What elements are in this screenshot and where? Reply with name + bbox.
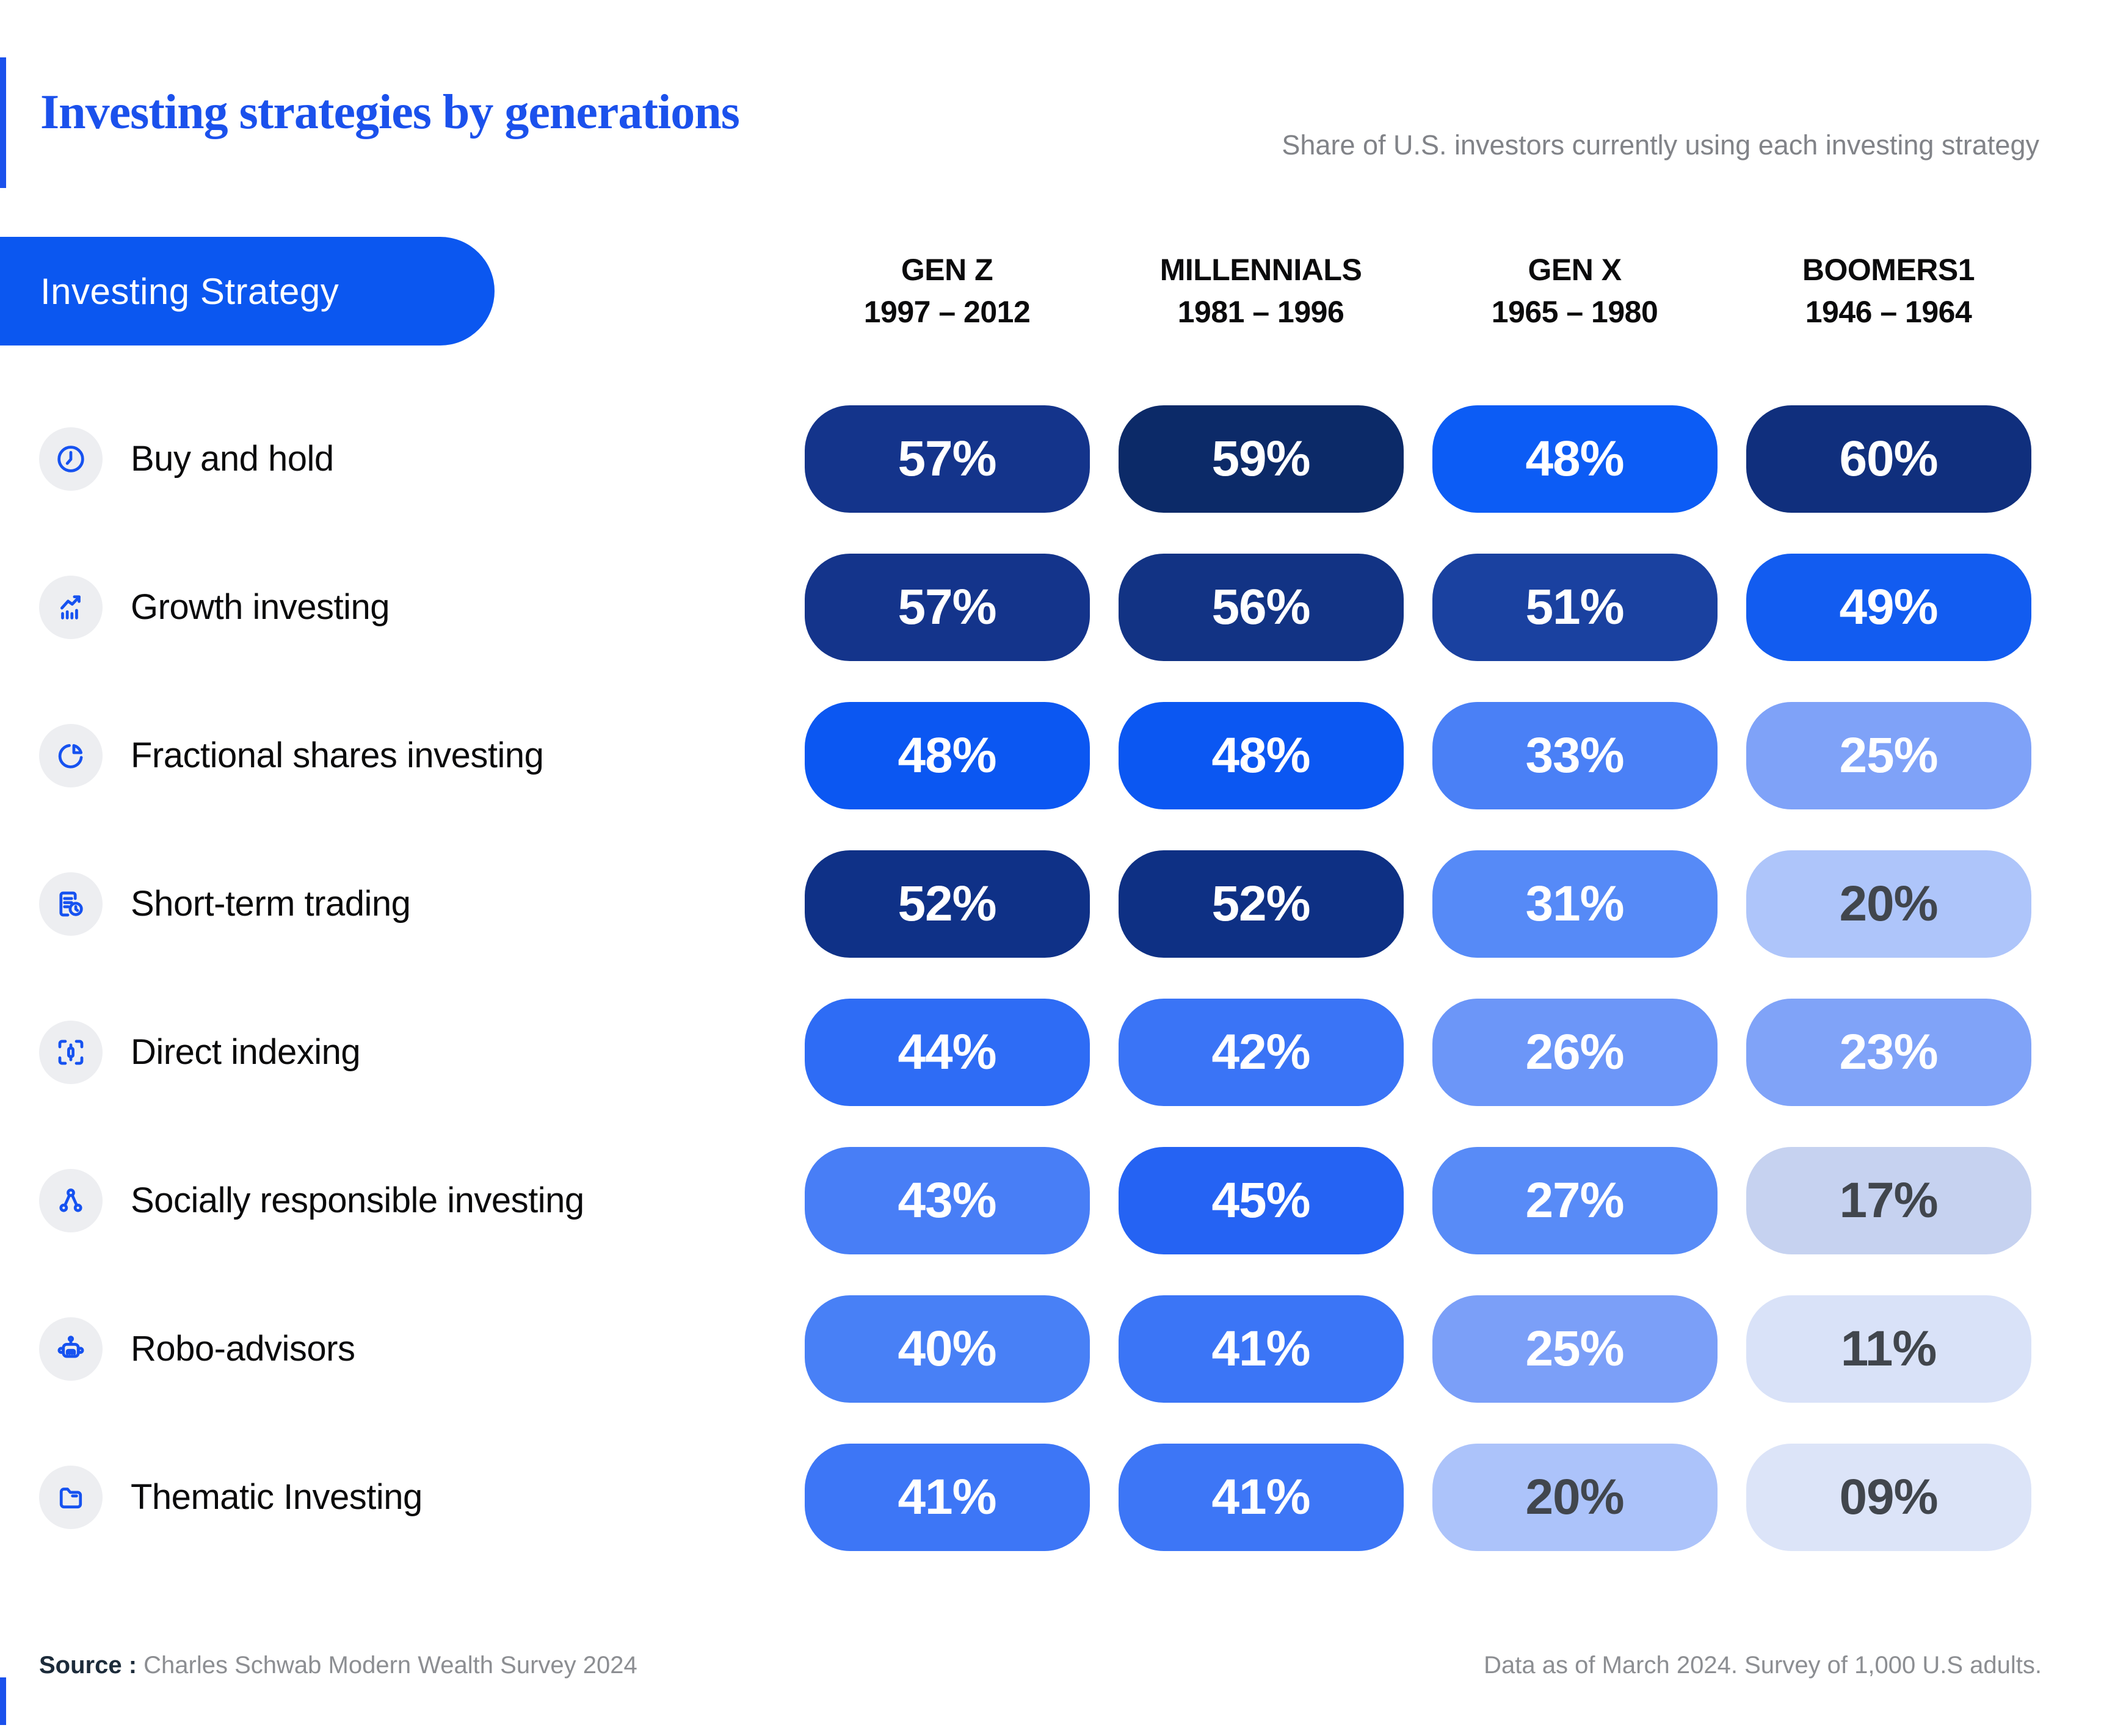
value-pill: 60% [1746, 405, 2031, 513]
robot-icon [39, 1317, 103, 1381]
table-body: Buy and hold 57% 59% 48% 60% Growth inve… [0, 385, 2045, 1571]
column-header-genx: GEN X 1965 – 1980 [1418, 249, 1732, 333]
pie-chart-icon [39, 723, 103, 787]
table-row: Robo-advisors 40% 41% 25% 11% [0, 1275, 2045, 1423]
value-pill: 20% [1432, 1443, 1718, 1551]
value-pill: 33% [1432, 701, 1718, 809]
network-nodes-icon [39, 1168, 103, 1232]
value-pill: 49% [1746, 553, 2031, 661]
page-subtitle: Share of U.S. investors currently using … [1282, 129, 2039, 161]
strategy-label: Fractional shares investing [131, 736, 544, 775]
generation-years: 1997 – 2012 [863, 295, 1031, 329]
value-pill: 40% [804, 1295, 1090, 1403]
source-line: Source : Charles Schwab Modern Wealth Su… [39, 1652, 637, 1679]
column-header-millennials: MILLENNIALS 1981 – 1996 [1104, 249, 1418, 333]
table-row: Growth investing 57% 56% 51% 49% [0, 533, 2045, 681]
value-pill: 17% [1746, 1146, 2031, 1254]
value-pill: 31% [1432, 850, 1718, 958]
table-row: Socially responsible investing 43% 45% 2… [0, 1126, 2045, 1275]
table-row: Direct indexing 44% 42% 26% 23% [0, 978, 2045, 1126]
table-row: Thematic Investing 41% 41% 20% 09% [0, 1423, 2045, 1571]
value-pill: 51% [1432, 553, 1718, 661]
table-row: Short-term trading 52% 52% 31% 20% [0, 830, 2045, 978]
value-pill: 48% [804, 701, 1090, 809]
generation-name: GEN Z [901, 253, 993, 287]
footer-accent-bar [0, 1677, 6, 1725]
strategy-table: Investing Strategy GEN Z 1997 – 2012 MIL… [0, 237, 2045, 1571]
folder-icon [39, 1465, 103, 1529]
data-note: Data as of March 2024. Survey of 1,000 U… [1484, 1652, 2042, 1679]
value-pill: 25% [1432, 1295, 1718, 1403]
strategy-label: Socially responsible investing [131, 1181, 584, 1220]
document-clock-icon [39, 872, 103, 936]
strategy-label: Buy and hold [131, 439, 334, 479]
value-pill: 27% [1432, 1146, 1718, 1254]
table-header-row: Investing Strategy GEN Z 1997 – 2012 MIL… [0, 237, 2045, 345]
value-pill: 43% [804, 1146, 1090, 1254]
clock-icon [39, 427, 103, 491]
strategy-label: Thematic Investing [131, 1477, 423, 1517]
title-accent-bar [0, 57, 6, 188]
value-pill: 41% [1118, 1443, 1404, 1551]
table-row: Buy and hold 57% 59% 48% 60% [0, 385, 2045, 533]
scan-candlestick-icon [39, 1020, 103, 1084]
source-text: Charles Schwab Modern Wealth Survey 2024 [143, 1652, 637, 1679]
value-pill: 41% [804, 1443, 1090, 1551]
growth-chart-icon [39, 575, 103, 639]
value-pill: 48% [1432, 405, 1718, 513]
value-pill: 57% [804, 553, 1090, 661]
value-pill: 09% [1746, 1443, 2031, 1551]
value-pill: 42% [1118, 998, 1404, 1106]
column-header-genz: GEN Z 1997 – 2012 [790, 249, 1104, 333]
value-pill: 25% [1746, 701, 2031, 809]
strategy-label: Robo-advisors [131, 1329, 355, 1369]
strategy-label: Short-term trading [131, 884, 411, 924]
source-label: Source : [39, 1652, 137, 1679]
strategy-label: Growth investing [131, 587, 390, 627]
generation-name: MILLENNIALS [1159, 253, 1362, 287]
generation-name: BOOMERS1 [1802, 253, 1975, 287]
generation-years: 1965 – 1980 [1491, 295, 1658, 329]
value-pill: 56% [1118, 553, 1404, 661]
generation-years: 1981 – 1996 [1177, 295, 1344, 329]
column-header-boomers: BOOMERS1 1946 – 1964 [1732, 249, 2045, 333]
value-pill: 20% [1746, 850, 2031, 958]
value-pill: 23% [1746, 998, 2031, 1106]
value-pill: 41% [1118, 1295, 1404, 1403]
strategy-header-pill: Investing Strategy [0, 237, 495, 345]
value-pill: 52% [1118, 850, 1404, 958]
generation-years: 1946 – 1964 [1805, 295, 1972, 329]
value-pill: 59% [1118, 405, 1404, 513]
value-pill: 45% [1118, 1146, 1404, 1254]
value-pill: 26% [1432, 998, 1718, 1106]
table-row: Fractional shares investing 48% 48% 33% … [0, 681, 2045, 830]
value-pill: 44% [804, 998, 1090, 1106]
generation-name: GEN X [1528, 253, 1622, 287]
value-pill: 48% [1118, 701, 1404, 809]
value-pill: 52% [804, 850, 1090, 958]
value-pill: 57% [804, 405, 1090, 513]
page-title: Investing strategies by generations [40, 85, 740, 139]
value-pill: 11% [1746, 1295, 2031, 1403]
strategy-label: Direct indexing [131, 1032, 361, 1072]
